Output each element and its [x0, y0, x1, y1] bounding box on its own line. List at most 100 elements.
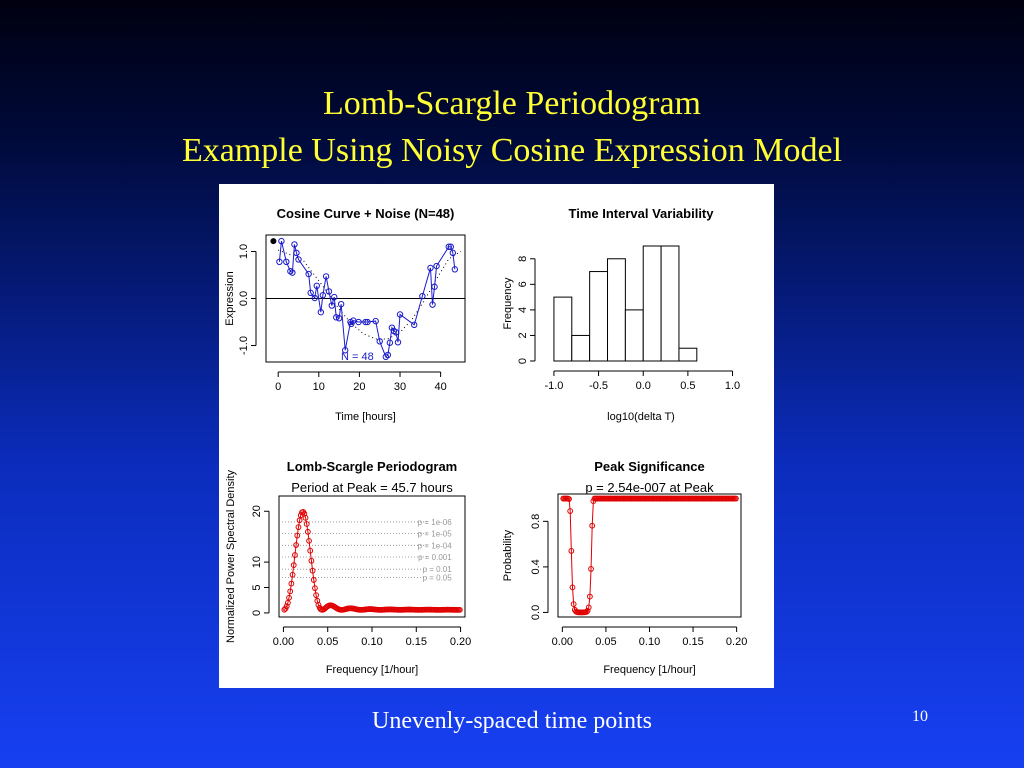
plot-subtitle: Period at Peak = 45.7 hours — [291, 480, 453, 495]
data-point — [337, 300, 345, 308]
x-tick-label: 0.10 — [639, 636, 660, 648]
x-tick-label: 0.20 — [726, 636, 747, 648]
power-point — [306, 537, 312, 544]
histogram-bar — [624, 309, 644, 362]
probability-point — [586, 593, 593, 600]
y-axis-label: Normalized Power Spectral Density — [225, 469, 237, 643]
y-tick-label: 0.0 — [530, 605, 542, 620]
x-tick-label: 0.00 — [552, 636, 573, 648]
x-tick-label: 0.15 — [406, 636, 427, 648]
data-point — [411, 321, 418, 329]
power-point — [303, 521, 310, 527]
x-tick-label: 0 — [275, 381, 281, 393]
plot-title: Time Interval Variability — [569, 206, 715, 221]
data-point — [331, 293, 338, 301]
threshold-label: p = 1e-06 — [418, 518, 453, 527]
y-tick-label: 2 — [517, 332, 529, 338]
x-tick-label: 0.00 — [273, 636, 294, 648]
x-axis-label: Frequency [1/hour] — [326, 664, 418, 676]
data-point — [382, 353, 390, 361]
data-point — [431, 283, 438, 290]
y-tick-label: 0.4 — [530, 559, 542, 574]
plot-frame — [557, 493, 742, 618]
x-tick-label: 0.05 — [317, 636, 338, 648]
probability-point — [589, 522, 596, 529]
figure-panel: 0 10 20 30 40 -1.0 0.0 1.0 Cosine Curve + Noise … — [219, 184, 774, 688]
y-tick-label: 10 — [251, 556, 263, 568]
x-tick-label: 0.5 — [680, 380, 695, 392]
data-point — [319, 292, 327, 299]
y-axis-label: Frequency — [502, 277, 514, 329]
data-point — [283, 258, 290, 266]
probability-point — [585, 604, 592, 611]
data-point — [429, 301, 436, 308]
slide-title-line1: Lomb-Scargle Periodogram — [322, 85, 701, 122]
data-point — [392, 329, 400, 336]
data-point — [291, 241, 298, 248]
panel-cosine: 0 10 20 30 40 -1.0 0.0 1.0 Cosine Curve + Noise … — [224, 206, 466, 423]
y-tick-label: -1.0 — [238, 336, 250, 355]
probability-point — [588, 566, 594, 572]
data-point — [384, 351, 392, 359]
x-axis-label: Frequency [1/hour] — [603, 664, 695, 676]
power-point — [312, 585, 318, 592]
data-point — [325, 288, 333, 295]
power-point — [315, 602, 322, 608]
power-point — [309, 567, 316, 574]
power-point — [456, 606, 463, 613]
panel-periodogram: 0.00 0.05 0.10 0.15 0.20 0 5 10 20 Lomb-Scargle P… — [225, 459, 471, 676]
power-point — [283, 603, 290, 610]
data-point — [311, 294, 318, 302]
power-point — [288, 580, 295, 587]
slide-caption: Unevenly-spaced time points — [372, 708, 652, 734]
data-point — [293, 249, 300, 257]
power-point — [290, 562, 297, 568]
probability-point — [584, 607, 591, 614]
data-point — [305, 270, 312, 278]
histogram-bar — [589, 271, 609, 362]
power-point — [289, 571, 296, 578]
x-tick-label: 10 — [313, 381, 325, 393]
probability-point — [733, 495, 739, 502]
data-point — [449, 249, 457, 257]
power-point — [307, 547, 314, 554]
y-tick-label: 20 — [251, 505, 263, 517]
threshold-label: p = 0.05 — [423, 573, 453, 582]
y-tick-label: 0 — [517, 358, 529, 364]
histogram-bar — [642, 245, 662, 362]
y-tick-label: 1.0 — [238, 244, 250, 259]
data-point — [394, 339, 402, 346]
data-point — [447, 243, 454, 250]
probability-point — [566, 496, 572, 502]
y-axis-label: Expression — [224, 271, 236, 325]
probability-point — [567, 508, 574, 514]
data-point — [355, 318, 362, 326]
x-tick-label: 40 — [435, 381, 447, 393]
x-axis-label: log10(delta T) — [607, 411, 675, 423]
data-point — [317, 308, 325, 316]
probability-point — [583, 608, 590, 615]
data-point — [307, 289, 314, 297]
data-point — [333, 314, 340, 321]
power-point — [308, 557, 315, 564]
start-marker — [270, 238, 277, 245]
data-point — [276, 258, 283, 266]
x-tick-label: 1.0 — [725, 380, 740, 392]
probability-line — [563, 498, 736, 613]
x-tick-label: 0.20 — [450, 636, 471, 648]
histogram-bar — [678, 347, 698, 362]
data-point — [313, 282, 320, 290]
probability-point — [568, 547, 575, 554]
data-point — [386, 339, 394, 346]
x-axis-label: Time [hours] — [335, 411, 396, 423]
slide-title: Lomb-Scargle Periodogram Example Using N… — [0, 80, 1024, 174]
data-point — [364, 318, 371, 326]
plot-subtitle: p = 2.54e-007 at Peak — [585, 480, 714, 495]
power-point — [286, 594, 292, 601]
y-tick-label: 5 — [251, 584, 263, 590]
power-point — [292, 552, 298, 558]
plot-title: Cosine Curve + Noise (N=48) — [277, 206, 455, 221]
data-point — [445, 243, 452, 250]
data-point — [341, 347, 349, 354]
